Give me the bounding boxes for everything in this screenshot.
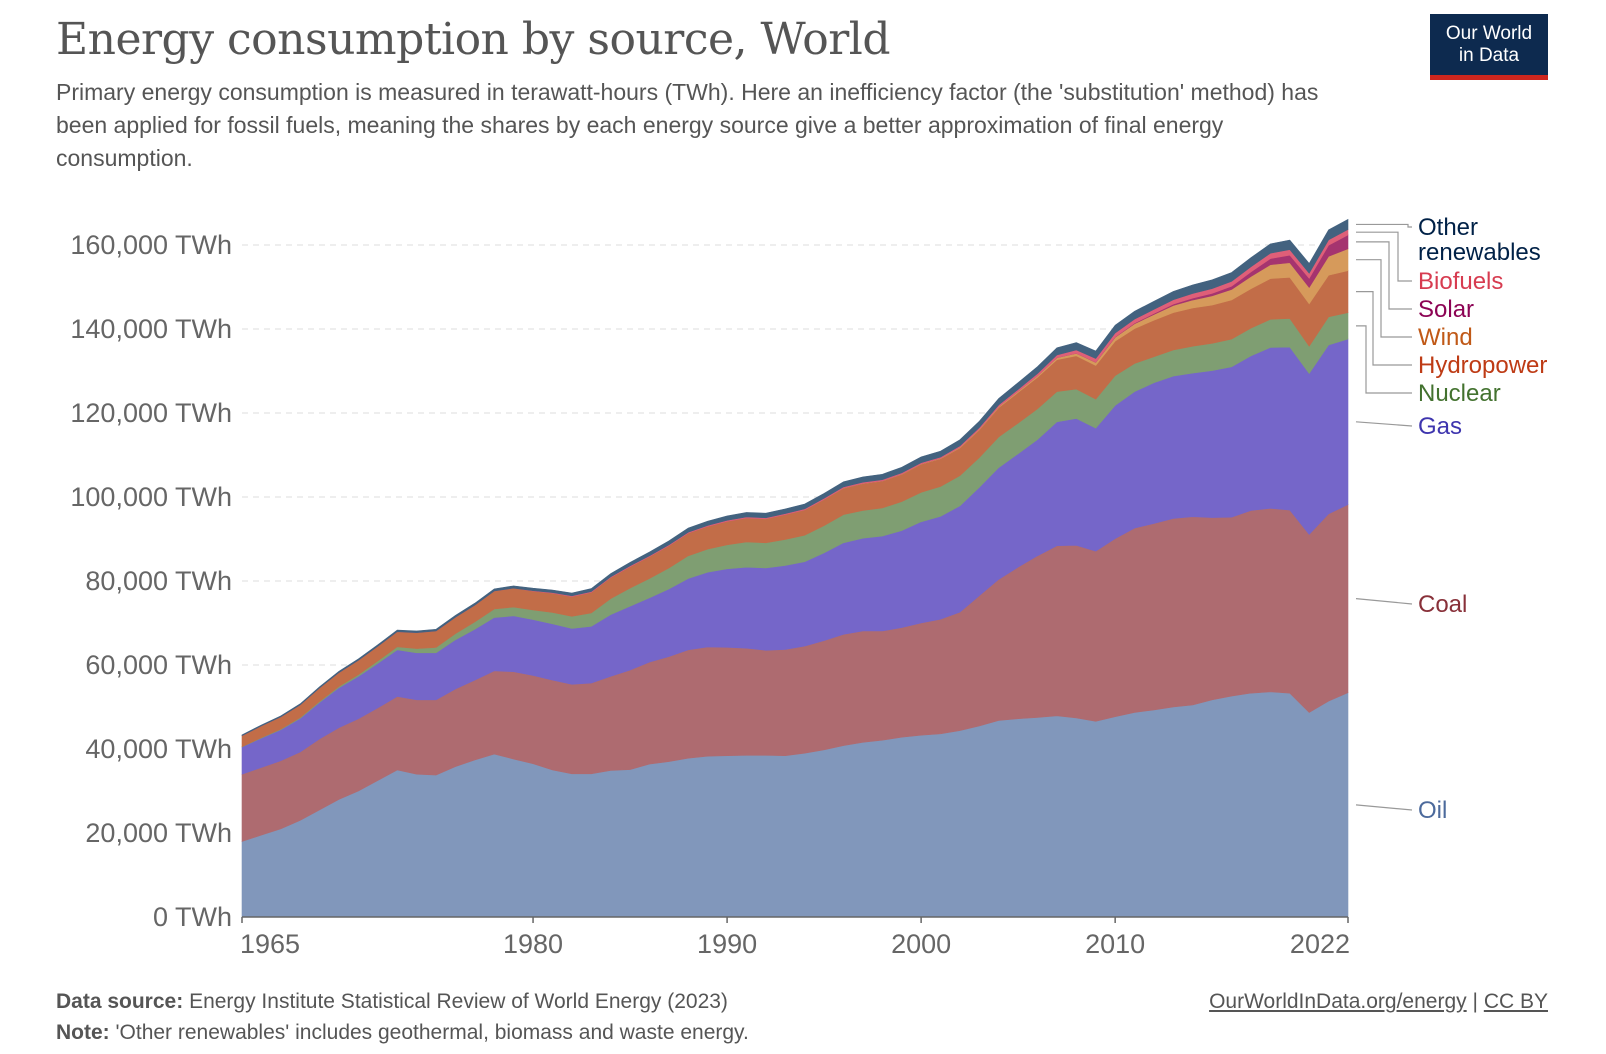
y-tick-label-40000: 40,000 TWh bbox=[85, 734, 232, 764]
legend-label-other-renewables-line2: renewables bbox=[1418, 239, 1541, 266]
legend-connector-gas bbox=[1355, 421, 1413, 427]
owid-energy-link[interactable]: OurWorldInData.org/energy bbox=[1209, 990, 1467, 1013]
legend-connector-solar bbox=[1356, 241, 1412, 310]
legend-label-biofuels: Biofuels bbox=[1418, 268, 1503, 295]
x-tick-label-1965: 1965 bbox=[240, 929, 300, 959]
chart-subtitle: Primary energy consumption is measured i… bbox=[56, 79, 1319, 171]
chart-title: Energy consumption by source, World bbox=[56, 14, 891, 65]
legend-label-solar: Solar bbox=[1418, 296, 1474, 323]
legend-connector-other-renewables bbox=[1356, 223, 1412, 228]
y-tick-label-100000: 100,000 TWh bbox=[70, 482, 232, 512]
logo-line-1: Our World bbox=[1445, 23, 1533, 44]
y-tick-label-140000: 140,000 TWh bbox=[70, 314, 232, 344]
y-tick-label-60000: 60,000 TWh bbox=[85, 650, 232, 680]
x-tick-label-2022: 2022 bbox=[1290, 929, 1350, 959]
data-source-line: Data source: Energy Institute Statistica… bbox=[56, 990, 728, 1014]
footer-separator: | bbox=[1472, 990, 1478, 1013]
legend-connector-biofuels bbox=[1356, 231, 1412, 282]
logo-line-2: in Data bbox=[1458, 45, 1520, 66]
note-line: Note: 'Other renewables' includes geothe… bbox=[56, 1021, 749, 1045]
legend-connector-wind bbox=[1356, 259, 1412, 338]
note-label: Note: bbox=[56, 1021, 110, 1044]
axes: 0 TWh 20,000 TWh 40,000 TWh 60,000 TWh 80,00… bbox=[70, 230, 1350, 959]
legend-connector-hydropower bbox=[1356, 291, 1412, 366]
legend-label-coal: Coal bbox=[1418, 591, 1467, 618]
y-tick-label-80000: 80,000 TWh bbox=[85, 566, 232, 596]
legend-label-nuclear: Nuclear bbox=[1418, 380, 1501, 407]
x-tick-label-1980: 1980 bbox=[503, 929, 563, 959]
legend-label-hydropower: Hydropower bbox=[1418, 352, 1547, 379]
license-link[interactable]: CC BY bbox=[1483, 990, 1548, 1013]
x-tick-label-1990: 1990 bbox=[697, 929, 757, 959]
legend-label-wind: Wind bbox=[1418, 324, 1473, 351]
y-tick-label-20000: 20,000 TWh bbox=[85, 818, 232, 848]
y-tick-label-120000: 120,000 TWh bbox=[70, 398, 232, 428]
y-tick-label-0: 0 TWh bbox=[153, 902, 232, 932]
note-text: 'Other renewables' includes geothermal, … bbox=[115, 1021, 749, 1044]
owid-logo[interactable]: Our World in Data bbox=[1430, 14, 1548, 80]
x-tick-label-2010: 2010 bbox=[1085, 929, 1145, 959]
legend-label-oil: Oil bbox=[1418, 797, 1447, 824]
x-tick-label-2000: 2000 bbox=[891, 929, 951, 959]
legend-label-other-renewables-line1: Other bbox=[1418, 214, 1478, 241]
y-tick-label-160000: 160,000 TWh bbox=[70, 230, 232, 260]
footer-links: OurWorldInData.org/energy | CC BY bbox=[1209, 990, 1548, 1014]
data-source-label: Data source: bbox=[56, 990, 184, 1013]
legend-label-gas: Gas bbox=[1418, 413, 1462, 440]
legend: Oil Coal Gas NuclearHydropowerWindSolarBiof… bbox=[1355, 214, 1547, 824]
legend-connector-nuclear bbox=[1356, 325, 1412, 394]
legend-connector-coal bbox=[1355, 598, 1413, 605]
legend-connector-oil bbox=[1355, 804, 1413, 811]
data-source-text: Energy Institute Statistical Review of W… bbox=[189, 990, 728, 1013]
series-areas bbox=[241, 218, 1349, 918]
area-other-renewables bbox=[241, 218, 1349, 737]
